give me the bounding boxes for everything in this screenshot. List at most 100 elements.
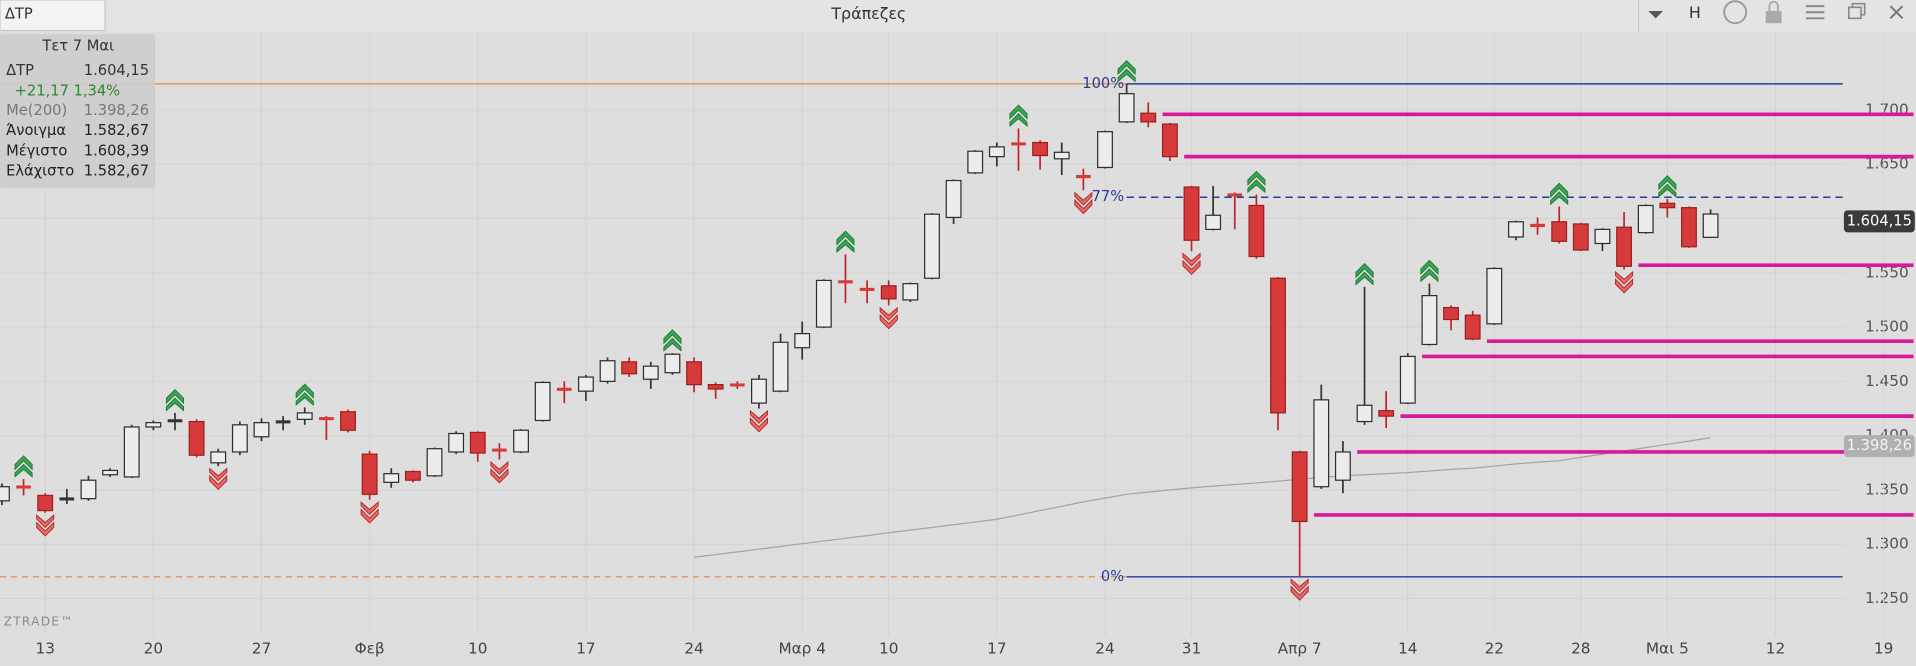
candle-body: [1183, 186, 1200, 241]
buy-signal: [14, 455, 33, 478]
candle-body: [1443, 306, 1459, 321]
info-row-value: 1.608,39: [84, 142, 149, 159]
y-tick-label: 1.550: [1865, 263, 1909, 281]
buy-signal: [1658, 175, 1677, 198]
period-button[interactable]: H: [1689, 3, 1701, 22]
restore-icon-back: [1851, 2, 1866, 16]
restore-icon[interactable]: [1847, 6, 1862, 20]
sma-badge: [1843, 435, 1915, 458]
sell-signal: [1615, 270, 1634, 294]
candle-body: [924, 213, 940, 279]
symbol-tab[interactable]: [0, 0, 106, 32]
candle-body: [1507, 221, 1524, 238]
buy-signal: [1355, 263, 1374, 286]
candle-body: [319, 417, 334, 421]
symbol-tab-text[interactable]: ΔΤΡ: [5, 6, 33, 23]
sell-signal: [36, 514, 55, 537]
candle-body: [492, 448, 507, 452]
candle-body: [340, 411, 356, 431]
info-symbol: ΔΤΡ: [6, 62, 34, 79]
candle-body: [1681, 207, 1697, 248]
menu-icon[interactable]: [1806, 5, 1825, 20]
candle-body: [1659, 202, 1676, 209]
x-tick-label: 12: [1766, 639, 1785, 657]
lock-icon[interactable]: [1765, 10, 1782, 24]
candle-body: [1032, 141, 1049, 157]
fib-label: 77%: [1092, 188, 1125, 205]
candle-body: [621, 361, 638, 375]
candle-body: [707, 384, 724, 390]
info-row-label: Άνοιγμα: [6, 122, 66, 139]
candle-body: [1356, 404, 1373, 423]
candle-body: [599, 360, 616, 382]
candle-body: [988, 146, 1005, 158]
candle-body: [556, 387, 572, 391]
x-tick-label: 24: [684, 639, 703, 657]
x-tick-label: 28: [1571, 639, 1590, 657]
candle-body: [469, 431, 486, 454]
candle-body: [794, 333, 811, 349]
candle-body: [838, 280, 853, 284]
candle-body: [296, 412, 313, 420]
sell-signal: [360, 501, 379, 524]
info-last: 1.604,15: [84, 62, 149, 79]
y-tick-label: 1.250: [1865, 589, 1909, 607]
x-tick-label: 13: [35, 639, 54, 657]
candle-body: [1399, 355, 1416, 404]
candle-body: [1140, 112, 1157, 123]
candle-body: [859, 287, 875, 291]
candle-body: [102, 469, 119, 476]
candle-body: [145, 422, 162, 428]
x-tick-label: 10: [879, 639, 898, 657]
dropdown-icon[interactable]: [1648, 10, 1664, 19]
candle-body: [37, 494, 54, 512]
fib-label: 0%: [1101, 568, 1124, 585]
candle-body: [729, 383, 745, 387]
candle-body: [383, 473, 400, 483]
candle-body: [0, 486, 10, 502]
candle-body: [1421, 294, 1438, 346]
last-price-badge: [1843, 210, 1915, 233]
candle-body: [426, 448, 443, 477]
sell-signal: [749, 409, 768, 433]
candle-body: [448, 432, 465, 453]
x-tick-label: Μαρ 4: [778, 639, 825, 657]
x-tick-label: Φεβ: [355, 639, 385, 657]
x-tick-label: 14: [1398, 639, 1417, 657]
candle-body: [1053, 151, 1070, 160]
info-row-label: Me(200): [6, 102, 67, 119]
candle-body: [815, 279, 832, 328]
info-row-value: 1.398,26: [84, 102, 149, 119]
sma-label: 1.398,26: [1847, 437, 1912, 454]
candle-body: [664, 353, 681, 374]
candle-body: [1551, 221, 1568, 242]
candle-body: [1594, 228, 1611, 245]
candle-body: [1313, 399, 1330, 488]
x-tick-label: 24: [1095, 639, 1114, 657]
comment-icon[interactable]: [1723, 0, 1748, 25]
x-tick-label: 10: [468, 639, 487, 657]
close-icon[interactable]: [1889, 5, 1904, 20]
buy-signal: [1247, 170, 1266, 194]
candle-body: [1334, 451, 1351, 481]
buy-signal: [295, 383, 314, 407]
last-price-label: 1.604,15: [1847, 212, 1912, 229]
candle-body: [80, 479, 97, 500]
candle-body: [1097, 131, 1113, 169]
info-change: +21,17 1,34%: [15, 83, 121, 100]
sell-signal: [1182, 252, 1201, 276]
buy-signal: [165, 388, 185, 412]
candle-body: [1291, 451, 1308, 523]
candle-body: [1464, 314, 1481, 340]
candle-body: [1530, 223, 1545, 228]
candle-body: [1572, 223, 1589, 251]
candle-body: [642, 365, 659, 380]
header-bar: [0, 0, 1916, 32]
candle-body: [1076, 174, 1091, 179]
x-tick-label: Απρ 7: [1278, 639, 1322, 657]
candle-body: [59, 497, 75, 501]
candle-body: [880, 285, 897, 300]
candle-body: [902, 283, 919, 301]
candle-body: [1118, 93, 1135, 123]
candle-body: [513, 429, 529, 453]
